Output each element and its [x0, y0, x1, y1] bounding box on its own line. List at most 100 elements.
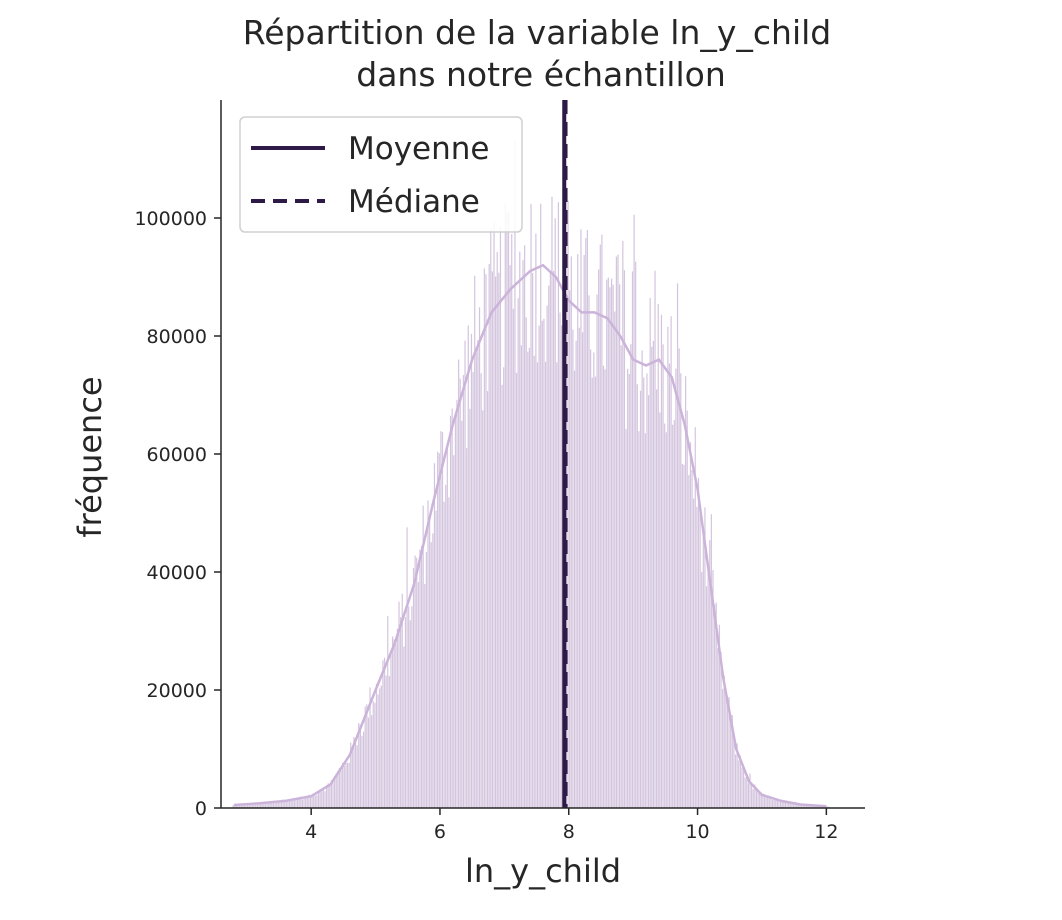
histogram-bar — [395, 643, 397, 808]
histogram-bar — [403, 646, 405, 808]
histogram-bar — [781, 800, 783, 808]
histogram-bar — [607, 277, 609, 809]
histogram-bar — [366, 704, 368, 808]
histogram-bar — [377, 694, 379, 808]
histogram-bar — [561, 325, 563, 808]
histogram-bar — [751, 782, 753, 808]
histogram-bar — [271, 801, 273, 808]
histogram-bar — [688, 475, 690, 808]
histogram-bar — [432, 533, 434, 808]
histogram-bar — [324, 791, 326, 808]
legend-median-label: Médiane — [348, 184, 480, 220]
histogram-bar — [380, 685, 382, 808]
histogram-bar — [557, 202, 560, 808]
histogram-bar — [429, 514, 431, 808]
histogram-bar — [469, 408, 471, 808]
histogram-bar — [462, 375, 465, 808]
histogram-bar — [288, 800, 291, 808]
histogram-bar — [351, 747, 353, 808]
histogram-bar — [697, 477, 700, 808]
histogram-bar — [248, 804, 250, 808]
histogram-bar — [234, 804, 236, 808]
histogram-bar — [815, 805, 817, 808]
histogram-bar — [614, 311, 616, 808]
histogram-bar — [770, 798, 772, 808]
histogram-bar — [475, 352, 477, 808]
histogram-bar — [287, 799, 289, 808]
histogram-bar — [662, 344, 664, 808]
histogram-bar — [736, 743, 738, 808]
histogram-bar — [541, 320, 543, 808]
histogram-bar — [300, 796, 302, 808]
histogram-bar — [305, 795, 307, 808]
histogram-bar — [264, 802, 266, 808]
histogram-bar — [269, 801, 271, 808]
histogram-bar — [797, 803, 799, 808]
histogram-bar — [738, 760, 740, 808]
histogram-bar — [292, 800, 294, 808]
histogram-bar — [559, 312, 561, 808]
histogram-bar — [730, 719, 732, 808]
histogram-bar — [783, 801, 785, 808]
histogram-bar — [665, 432, 667, 808]
histogram-bar — [649, 297, 651, 808]
histogram-bar — [544, 361, 547, 808]
histogram-bar — [456, 399, 458, 808]
histogram-bar — [282, 799, 284, 808]
histogram-bar — [391, 636, 394, 808]
histogram-bar — [449, 415, 452, 808]
x-tick-label: 12 — [814, 821, 838, 843]
histogram-bar — [646, 373, 648, 808]
histogram-bar — [755, 787, 758, 808]
histogram-bar — [524, 245, 526, 809]
histogram-bar — [509, 265, 511, 808]
histogram-bar — [694, 427, 696, 808]
histogram-bar — [591, 377, 593, 808]
histogram-bar — [251, 804, 254, 808]
x-tick-label: 10 — [685, 821, 709, 843]
y-tick-label: 60000 — [147, 444, 207, 466]
histogram-bar — [461, 420, 463, 808]
histogram-bar — [546, 305, 548, 808]
histogram-bar — [477, 340, 479, 808]
histogram-bar — [705, 586, 708, 808]
histogram-bar — [712, 570, 714, 808]
histogram-bar — [493, 222, 495, 809]
histogram-bar — [651, 346, 653, 808]
histogram-bar — [731, 714, 733, 808]
histogram-bar — [565, 301, 568, 808]
histogram-bar — [794, 801, 796, 808]
histogram-bar — [245, 804, 247, 808]
histogram-bar — [572, 329, 574, 808]
histogram-bar — [552, 270, 555, 808]
histogram-bar — [680, 373, 682, 808]
histogram-bar — [419, 549, 421, 808]
y-tick-label: 100000 — [134, 208, 207, 230]
histogram-bar — [709, 540, 711, 808]
histogram-bar — [482, 410, 484, 808]
histogram-bar — [804, 805, 806, 808]
histogram-bar — [445, 484, 447, 808]
histogram-bar — [715, 602, 717, 808]
histogram-bar — [335, 773, 337, 808]
histogram-bar — [387, 616, 389, 808]
histogram-bar — [622, 240, 624, 809]
histogram-bar — [388, 676, 390, 808]
histogram-bar — [520, 345, 522, 808]
histogram-bar — [350, 742, 352, 808]
histogram-bar — [313, 794, 315, 808]
histogram-bar — [639, 390, 642, 808]
histogram-bar — [276, 801, 278, 808]
histogram-bar — [356, 745, 358, 808]
x-axis-label: ln_y_child — [465, 852, 621, 890]
histogram-bar — [322, 789, 324, 808]
histogram-bar — [250, 803, 252, 808]
histogram-bar — [296, 798, 299, 808]
histogram-bar — [239, 804, 241, 808]
histogram-bar — [604, 369, 606, 808]
legend-box — [239, 116, 523, 233]
histogram-bar — [290, 799, 292, 808]
histogram-bar — [416, 557, 418, 808]
histogram-bar — [676, 283, 679, 808]
histogram-bar — [398, 601, 400, 808]
